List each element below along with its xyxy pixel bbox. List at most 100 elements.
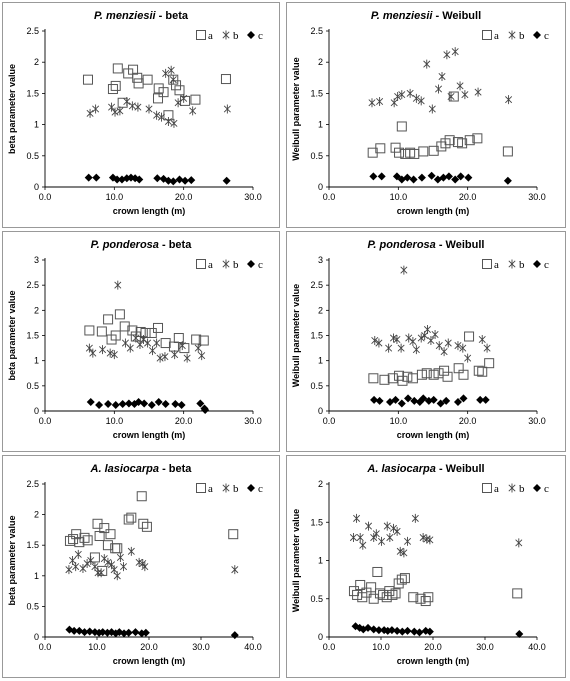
y-tick-label: 0.5: [310, 594, 323, 604]
data-point-a: [173, 333, 184, 344]
legend-marker-c: [533, 260, 541, 268]
data-point-c: [369, 625, 378, 634]
data-point-b: [174, 98, 182, 108]
data-point-a: [393, 578, 404, 589]
x-tick-label: 0.0: [323, 416, 336, 426]
data-point-c: [459, 394, 468, 403]
data-point-c: [410, 627, 419, 636]
series-a: [84, 309, 209, 354]
data-point-a: [464, 331, 475, 342]
data-point-b: [423, 324, 431, 334]
data-point-b: [108, 560, 116, 570]
axes: [328, 482, 537, 638]
data-point-b: [378, 536, 386, 546]
data-point-c: [134, 397, 143, 406]
data-point-b: [385, 343, 393, 353]
data-point-c: [85, 627, 94, 636]
data-point-a: [180, 95, 191, 106]
legend-marker-b: [222, 483, 230, 493]
axes: [44, 482, 253, 638]
series-b: [368, 47, 513, 114]
y-tick-label: 1: [318, 556, 323, 566]
data-point-b: [126, 343, 134, 353]
data-point-b: [231, 565, 239, 575]
y-tick-label: 1.5: [310, 517, 323, 527]
legend-marker-a: [482, 30, 492, 40]
series-b: [85, 280, 206, 363]
data-point-b: [393, 335, 401, 345]
data-point-b: [170, 118, 178, 128]
chart-title: P. menziesii - beta: [94, 10, 189, 22]
data-point-c: [439, 173, 448, 182]
data-point-c: [359, 625, 368, 634]
data-point-b: [144, 338, 152, 348]
data-point-b: [412, 93, 420, 103]
chart-title: A. lasiocarpa - Weibull: [366, 463, 484, 475]
data-point-b: [451, 47, 459, 57]
y-tick-label: 0: [318, 182, 323, 192]
data-point-b: [372, 529, 380, 539]
data-point-c: [387, 626, 396, 635]
data-point-a: [418, 146, 429, 157]
data-point-b: [153, 110, 161, 120]
x-axis-label: crown length (m): [113, 656, 186, 666]
chart-title-species: A. lasiocarpa: [90, 463, 159, 475]
data-point-a: [132, 72, 143, 83]
data-point-b: [157, 112, 165, 122]
data-point-b: [371, 336, 379, 346]
x-tick-label: 20.0: [175, 416, 193, 426]
data-point-c: [104, 399, 113, 408]
data-point-b: [169, 75, 177, 85]
x-axis-label: crown length (m): [397, 656, 470, 666]
y-tick-label: 2: [34, 510, 39, 520]
data-point-a: [114, 309, 125, 320]
data-point-b: [120, 562, 128, 572]
data-point-c: [124, 399, 133, 408]
data-point-a: [136, 491, 147, 502]
data-point-b: [444, 338, 452, 348]
data-point-b: [111, 107, 119, 117]
x-tick-label: 30.0: [244, 192, 262, 202]
data-point-a: [84, 325, 95, 336]
legend-label-a: a: [494, 30, 499, 42]
legend: a b c: [196, 483, 263, 495]
data-point-c: [169, 177, 178, 186]
legend: a b c: [482, 259, 549, 271]
data-point-c: [425, 627, 434, 636]
data-point-b: [423, 59, 431, 69]
legend-marker-a: [482, 483, 492, 493]
chart-panel-pm-beta: P. menziesii - beta 0 0.5 1 1.5 2 2.5 0.0 10.0 20…: [2, 2, 280, 228]
y-tick-label: 3: [318, 255, 323, 265]
data-point-a: [355, 579, 366, 590]
data-point-b: [161, 352, 169, 362]
axes: [328, 29, 537, 188]
data-point-a: [153, 322, 164, 333]
data-point-c: [427, 171, 436, 180]
data-point-a: [439, 365, 450, 376]
data-point-c: [120, 629, 129, 638]
data-point-a: [484, 358, 495, 369]
legend: a b c: [196, 259, 263, 271]
x-tick-label: 0.0: [39, 642, 52, 652]
data-point-b: [356, 533, 364, 543]
y-tick-label: 2: [34, 57, 39, 67]
data-point-b: [515, 538, 523, 548]
data-point-a: [220, 74, 231, 85]
x-tick-label: 0.0: [39, 192, 52, 202]
data-point-c: [403, 173, 412, 182]
legend-marker-c: [247, 31, 255, 39]
data-point-a: [387, 589, 398, 600]
x-tick-label: 10.0: [372, 642, 390, 652]
data-point-a: [394, 370, 405, 381]
series-b: [86, 65, 231, 128]
data-point-a: [415, 593, 426, 604]
data-point-b: [400, 548, 408, 558]
data-point-c: [398, 627, 407, 636]
data-point-c: [230, 631, 239, 640]
data-point-a: [141, 521, 152, 532]
data-point-c: [442, 396, 451, 405]
data-point-b: [459, 343, 467, 353]
x-tick-label: 10.0: [88, 642, 106, 652]
data-point-b: [189, 106, 197, 116]
chart-panel-pm-weibull: P. menziesii - Weibull 0 0.5 1 1.5 2 2.5 0.0 10.…: [286, 2, 566, 228]
